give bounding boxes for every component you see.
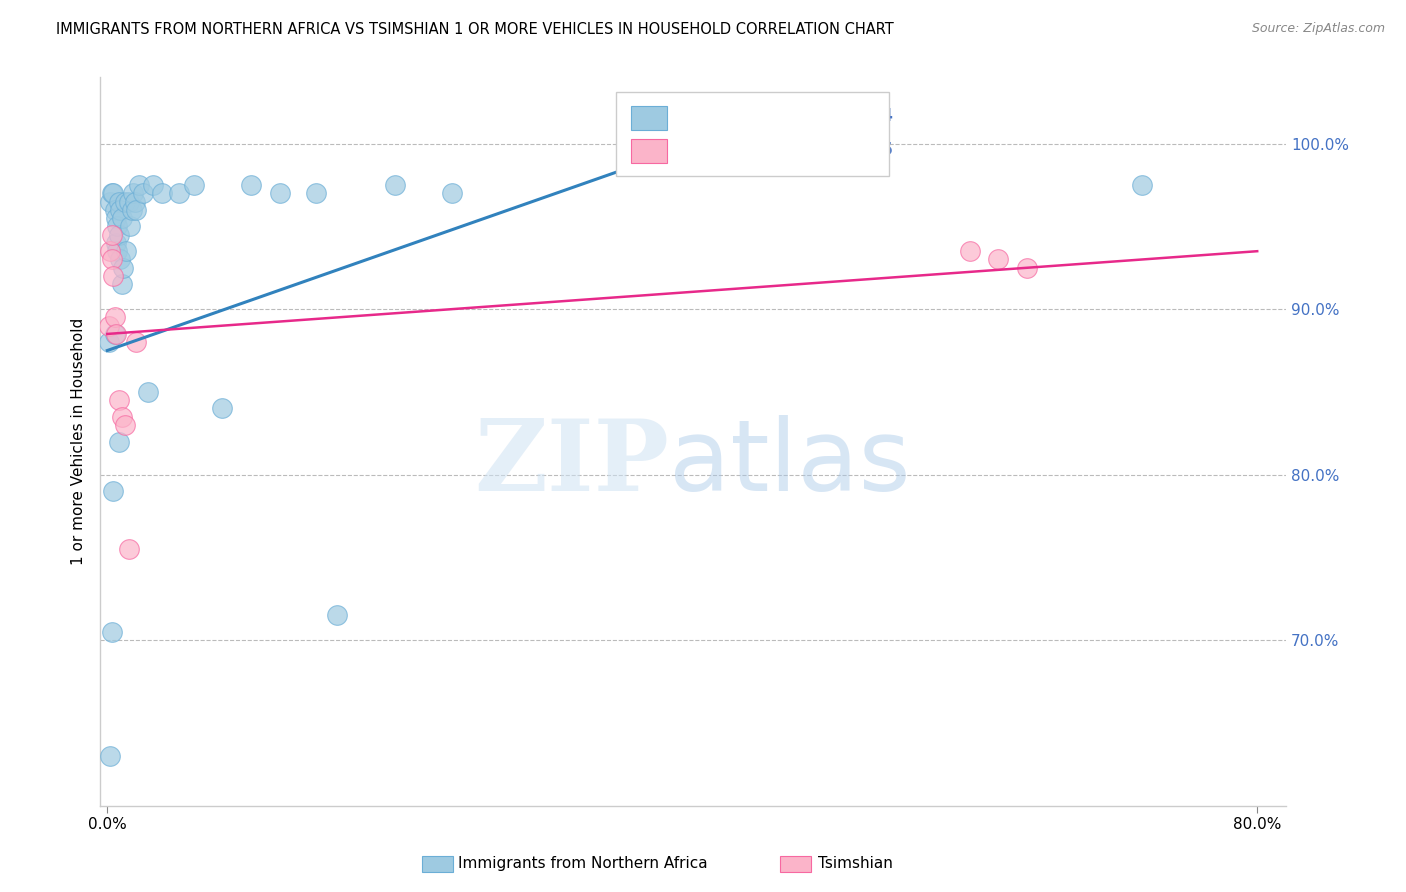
Point: [959, 244, 981, 259]
Text: Immigrants from Northern Africa: Immigrants from Northern Africa: [458, 856, 709, 871]
Point: [114, 417, 136, 432]
Point: [118, 542, 141, 557]
Point: [1017, 260, 1039, 275]
Point: [108, 434, 131, 449]
Point: [103, 202, 125, 217]
Point: [1130, 178, 1153, 192]
Point: [326, 608, 349, 623]
Point: [104, 235, 127, 250]
Point: [269, 186, 291, 201]
Text: R =: R =: [675, 141, 714, 160]
Text: 0.128: 0.128: [733, 141, 789, 160]
Point: [105, 219, 128, 234]
Point: [441, 186, 464, 201]
Point: [125, 335, 148, 350]
Point: [128, 178, 150, 192]
Point: [103, 326, 125, 341]
Point: [108, 227, 131, 242]
Point: [98, 748, 121, 763]
Point: [110, 202, 132, 217]
Text: 0.284: 0.284: [733, 107, 789, 125]
Point: [104, 211, 127, 226]
Text: ZIP: ZIP: [474, 415, 669, 512]
Point: [100, 252, 122, 267]
Point: [142, 178, 165, 192]
Point: [211, 401, 233, 416]
Point: [101, 484, 124, 499]
Point: [167, 186, 190, 201]
Point: [987, 252, 1010, 267]
Point: [108, 194, 131, 209]
Point: [183, 178, 205, 192]
Point: [100, 227, 122, 242]
Point: [136, 384, 159, 399]
Point: [114, 194, 136, 209]
Text: 15: 15: [869, 141, 894, 160]
Point: [98, 244, 121, 259]
FancyBboxPatch shape: [631, 139, 666, 163]
Point: [240, 178, 263, 192]
Point: [103, 310, 125, 325]
Text: 44: 44: [869, 107, 894, 125]
Point: [305, 186, 328, 201]
Text: N =: N =: [792, 141, 844, 160]
Text: Tsimshian: Tsimshian: [818, 856, 893, 871]
Text: N =: N =: [792, 107, 844, 125]
Point: [98, 194, 121, 209]
Point: [111, 277, 134, 292]
Point: [101, 186, 124, 201]
Point: [384, 178, 406, 192]
Point: [111, 409, 134, 424]
Point: [132, 186, 155, 201]
Point: [100, 624, 122, 639]
Point: [104, 326, 127, 341]
Point: [124, 194, 146, 209]
Point: [115, 244, 138, 259]
Text: Source: ZipAtlas.com: Source: ZipAtlas.com: [1251, 22, 1385, 36]
Point: [121, 202, 143, 217]
Text: atlas: atlas: [669, 415, 911, 512]
Point: [120, 219, 142, 234]
Point: [97, 318, 120, 333]
Point: [97, 335, 120, 350]
FancyBboxPatch shape: [616, 92, 889, 176]
FancyBboxPatch shape: [631, 106, 666, 130]
Point: [112, 260, 135, 275]
Point: [100, 186, 122, 201]
Point: [111, 211, 134, 226]
Point: [105, 244, 128, 259]
Point: [118, 194, 141, 209]
Point: [150, 186, 173, 201]
Point: [125, 202, 148, 217]
Y-axis label: 1 or more Vehicles in Household: 1 or more Vehicles in Household: [72, 318, 86, 566]
Point: [108, 393, 131, 408]
Text: IMMIGRANTS FROM NORTHERN AFRICA VS TSIMSHIAN 1 OR MORE VEHICLES IN HOUSEHOLD COR: IMMIGRANTS FROM NORTHERN AFRICA VS TSIMS…: [56, 22, 894, 37]
Point: [122, 186, 145, 201]
Point: [110, 252, 132, 267]
Text: R =: R =: [675, 107, 714, 125]
Point: [101, 268, 124, 283]
